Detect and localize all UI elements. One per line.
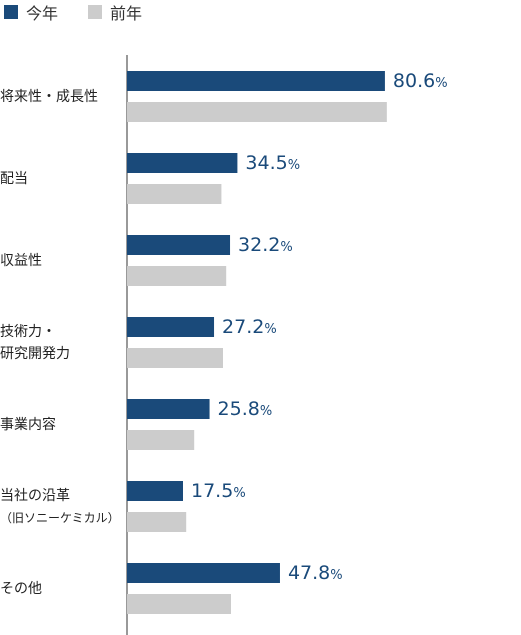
category-label: 当社の沿革 （旧ソニーケミカル） xyxy=(0,485,124,529)
bar-current xyxy=(127,563,280,583)
legend-label-current: 今年 xyxy=(26,4,59,23)
category-label: 技術力・ 研究開発力 xyxy=(0,321,124,365)
data-label-value: 34.5 xyxy=(245,152,288,174)
bar-current xyxy=(127,71,385,91)
category-label-line: その他 xyxy=(0,580,42,597)
data-label-current: 27.2% xyxy=(222,314,277,340)
data-label-current: 32.2% xyxy=(238,232,293,258)
category-label-line: 将来性・成長性 xyxy=(0,88,98,105)
bar-previous xyxy=(127,594,231,614)
legend-item-previous: 前年 xyxy=(88,0,142,24)
category-label-line: 当社の沿革 xyxy=(0,487,70,504)
legend-swatch-current xyxy=(4,5,18,19)
category-label-line: 事業内容 xyxy=(0,416,56,433)
data-label-unit: % xyxy=(435,76,448,91)
data-label-value: 47.8 xyxy=(287,562,331,584)
bar-previous xyxy=(127,266,227,286)
category-label-line: 技術力・ xyxy=(0,323,56,340)
bar-current xyxy=(127,481,183,501)
legend-label-previous: 前年 xyxy=(110,4,143,23)
bar-previous xyxy=(127,348,223,368)
bar-current xyxy=(127,399,210,419)
category-label: 配当 xyxy=(0,168,124,190)
legend: 今年 前年 xyxy=(4,0,172,24)
data-label-value: 17.5 xyxy=(191,480,234,502)
legend-item-current: 今年 xyxy=(4,0,58,24)
category-label: 収益性 xyxy=(0,250,124,272)
category-label: 事業内容 xyxy=(0,414,124,436)
data-label-value: 27.2 xyxy=(222,316,265,338)
data-label-current: 25.8% xyxy=(218,396,273,422)
data-label-unit: % xyxy=(233,486,246,501)
bar-previous xyxy=(127,102,387,122)
data-label-value: 25.8 xyxy=(217,398,260,420)
category-label: その他 xyxy=(0,578,124,600)
bar-current xyxy=(127,235,231,255)
data-label-current: 34.5% xyxy=(245,150,300,176)
category-label-line: （旧ソニーケミカル） xyxy=(0,510,120,525)
bar-previous xyxy=(127,430,195,450)
data-label-value: 80.6 xyxy=(392,70,436,92)
data-label-unit: % xyxy=(280,240,293,255)
category-label-line: 配当 xyxy=(0,170,28,187)
data-label-unit: % xyxy=(264,322,277,337)
category-label-line: 収益性 xyxy=(0,252,42,269)
bar-previous xyxy=(127,184,222,204)
data-label-unit: % xyxy=(287,158,301,173)
data-label-unit: % xyxy=(259,404,273,419)
data-label-current: 17.5% xyxy=(191,478,246,504)
bar-current xyxy=(127,317,215,337)
data-label-current: 47.8% xyxy=(288,560,343,586)
category-label: 将来性・成長性 xyxy=(0,86,124,108)
data-label-unit: % xyxy=(330,568,343,583)
category-label-line: 研究開発力 xyxy=(0,345,70,362)
data-label-value: 32.2 xyxy=(238,234,281,256)
legend-swatch-previous xyxy=(88,5,103,19)
bar-current xyxy=(127,153,238,173)
bar-previous xyxy=(127,512,187,532)
data-label-current: 80.6% xyxy=(393,68,448,94)
